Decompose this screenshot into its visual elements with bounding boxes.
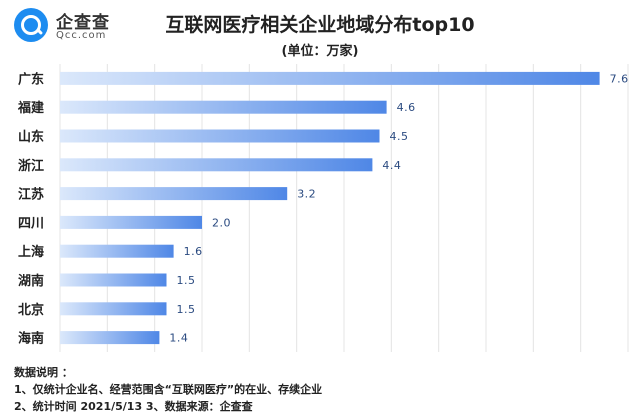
category-label: 四川 — [18, 216, 44, 231]
bar-1 — [60, 71, 600, 85]
bar-10 — [60, 331, 160, 345]
value-label: 7.6 — [610, 72, 629, 85]
category-label: 北京 — [18, 302, 44, 318]
category-label: 上海 — [18, 244, 44, 260]
category-label: 广东 — [18, 71, 44, 87]
notes-line-1: 1、仅统计企业名、经营范围含“互联网医疗”的在业、存续企业 — [14, 383, 323, 396]
bar-8 — [60, 273, 167, 287]
notes-line-2: 2、统计时间 2021/5/13 3、数据来源：企查查 — [14, 400, 253, 413]
value-label: 1.5 — [177, 274, 196, 287]
value-label: 1.5 — [177, 303, 196, 316]
value-label: 4.4 — [382, 159, 401, 172]
search-logo-icon — [14, 8, 48, 42]
category-label: 山东 — [18, 129, 44, 145]
bar-3 — [60, 129, 380, 143]
value-label: 1.4 — [169, 332, 188, 345]
category-label: 湖南 — [18, 273, 44, 289]
value-label: 4.6 — [397, 101, 416, 114]
bar-5 — [60, 187, 288, 201]
notes-heading: 数据说明 ： — [14, 366, 73, 379]
category-label: 江苏 — [18, 187, 44, 203]
brand-domain: Qcc.com — [56, 30, 107, 41]
category-label: 福建 — [17, 100, 44, 116]
bar-2 — [60, 100, 387, 114]
chart-title: 互联网医疗相关企业地域分布top10 — [165, 14, 475, 36]
bar-9 — [60, 302, 167, 316]
chart-subtitle: (单位：万家) — [281, 44, 359, 59]
value-label: 2.0 — [212, 216, 231, 229]
bar-4 — [60, 158, 373, 172]
value-label: 4.5 — [390, 130, 409, 143]
data-notes: 数据说明 ： 1、仅统计企业名、经营范围含“互联网医疗”的在业、存续企业 2、统… — [14, 364, 322, 415]
bar-7 — [60, 244, 174, 258]
category-label: 海南 — [18, 331, 44, 347]
category-label: 浙江 — [18, 158, 44, 174]
value-label: 1.6 — [184, 245, 203, 258]
brand-name: 企查查 — [56, 13, 110, 33]
brand-logo: 企查查 Qcc.com — [14, 6, 132, 46]
bar-6 — [60, 215, 202, 229]
value-label: 3.2 — [297, 188, 316, 201]
